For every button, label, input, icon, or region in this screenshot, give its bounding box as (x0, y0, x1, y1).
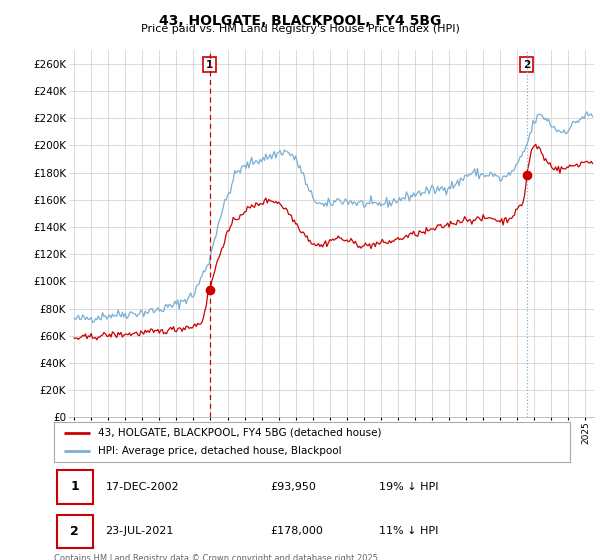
Text: £178,000: £178,000 (271, 526, 323, 536)
Text: 2: 2 (70, 525, 79, 538)
Text: 1: 1 (70, 480, 79, 493)
Text: Price paid vs. HM Land Registry's House Price Index (HPI): Price paid vs. HM Land Registry's House … (140, 24, 460, 34)
Text: Contains HM Land Registry data © Crown copyright and database right 2025.
This d: Contains HM Land Registry data © Crown c… (54, 554, 380, 560)
Text: 19% ↓ HPI: 19% ↓ HPI (379, 482, 439, 492)
Text: 17-DEC-2002: 17-DEC-2002 (106, 482, 179, 492)
Text: 2: 2 (523, 59, 530, 69)
Text: 1: 1 (206, 59, 213, 69)
FancyBboxPatch shape (56, 470, 93, 503)
Text: 43, HOLGATE, BLACKPOOL, FY4 5BG: 43, HOLGATE, BLACKPOOL, FY4 5BG (159, 14, 441, 28)
Text: 11% ↓ HPI: 11% ↓ HPI (379, 526, 439, 536)
Text: 23-JUL-2021: 23-JUL-2021 (106, 526, 174, 536)
FancyBboxPatch shape (56, 515, 93, 548)
Text: HPI: Average price, detached house, Blackpool: HPI: Average price, detached house, Blac… (98, 446, 341, 456)
Text: 43, HOLGATE, BLACKPOOL, FY4 5BG (detached house): 43, HOLGATE, BLACKPOOL, FY4 5BG (detache… (98, 428, 382, 437)
Text: £93,950: £93,950 (271, 482, 317, 492)
